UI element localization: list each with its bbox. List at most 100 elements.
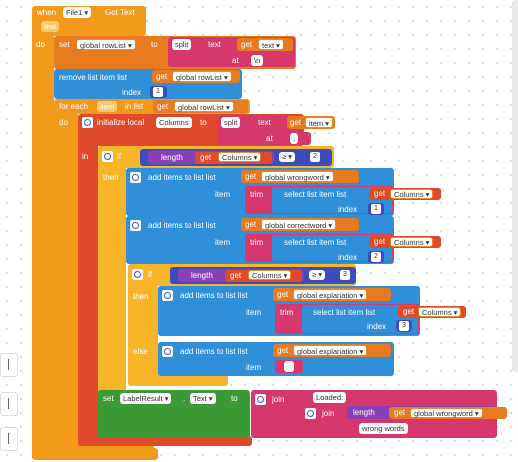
- get-label: get: [374, 189, 386, 198]
- wrong-words-string[interactable]: wrong words: [359, 423, 408, 434]
- mutator-gear-icon[interactable]: [305, 408, 316, 419]
- side-panel-handle[interactable]: [0, 392, 18, 416]
- split-dropdown[interactable]: split: [221, 117, 241, 128]
- get-variable-dropdown[interactable]: global wrongword ▾: [261, 171, 334, 182]
- in-list-label: in list: [125, 102, 144, 111]
- get-label: get: [403, 307, 415, 316]
- mutator-gear-icon[interactable]: [130, 172, 141, 183]
- property-dropdown[interactable]: Text ▾: [190, 393, 216, 404]
- item-label: item: [246, 363, 262, 372]
- loop-variable-name[interactable]: item: [97, 101, 118, 112]
- variable-dropdown[interactable]: global rowList ▾: [76, 39, 136, 50]
- get-label: get: [156, 72, 168, 81]
- index-label: index: [338, 253, 358, 262]
- to-label: to: [231, 394, 238, 403]
- trim-label: trim: [280, 308, 294, 317]
- if-label: if: [117, 152, 121, 161]
- mutator-gear-icon[interactable]: [132, 269, 143, 280]
- get-variable-dropdown[interactable]: global wrongword ▾: [410, 408, 483, 418]
- split-dropdown[interactable]: split: [172, 39, 192, 50]
- get-label: get: [157, 102, 169, 111]
- separator-string[interactable]: ,: [290, 133, 299, 144]
- get-variable-dropdown[interactable]: global explanation ▾: [293, 345, 368, 356]
- event-name: Got Text: [105, 8, 135, 17]
- set-label: set: [103, 394, 114, 403]
- get-variable-dropdown[interactable]: Columns ▾: [390, 237, 434, 247]
- do-label: do: [36, 40, 45, 49]
- get-variable-dropdown[interactable]: Columns ▾: [418, 307, 462, 317]
- index-label: index: [367, 322, 387, 331]
- for-each-label: for each: [59, 102, 88, 111]
- to-label: to: [200, 118, 207, 127]
- add-items-label: add items to list list: [148, 221, 216, 230]
- get-label: get: [245, 220, 257, 229]
- add-items-label: add items to list list: [148, 173, 216, 182]
- if-else-body-bar: [128, 282, 158, 386]
- mutator-gear-icon[interactable]: [82, 117, 93, 128]
- separator-string[interactable]: \n: [251, 55, 264, 66]
- compare-number[interactable]: 2: [310, 152, 320, 162]
- item-label: item: [246, 308, 262, 317]
- set-label: set: [59, 40, 70, 49]
- get-variable-dropdown[interactable]: item ▾: [305, 117, 334, 128]
- loaded-string[interactable]: Loaded:: [313, 392, 347, 403]
- operator-dropdown[interactable]: ≥ ▾: [279, 152, 295, 162]
- get-variable-dropdown[interactable]: global rowList ▾: [174, 101, 234, 112]
- text-label: text: [208, 40, 221, 49]
- empty-string[interactable]: [284, 361, 294, 372]
- add-items-label: add items to list list: [180, 291, 248, 300]
- for-each-body-bar: [54, 110, 78, 450]
- when-label: when: [37, 8, 57, 17]
- component-dropdown[interactable]: File1 ▾: [63, 7, 92, 18]
- index-number[interactable]: 1: [153, 87, 163, 97]
- dot-separator: .: [183, 394, 186, 403]
- event-block-footer: [32, 448, 158, 460]
- if-else-footer: [128, 374, 228, 386]
- initialize-local-body-bar: [78, 140, 98, 446]
- get-variable-dropdown[interactable]: Columns ▾: [248, 270, 292, 280]
- mutator-gear-icon[interactable]: [162, 290, 173, 301]
- select-list-item-label: select list item list: [284, 238, 347, 247]
- component-dropdown[interactable]: LabelResult ▾: [120, 393, 172, 404]
- scrollbar[interactable]: [512, 0, 518, 372]
- get-variable-dropdown[interactable]: Columns ▾: [218, 152, 262, 162]
- get-label: get: [374, 237, 386, 246]
- index-number[interactable]: 2: [371, 252, 381, 262]
- mutator-gear-icon[interactable]: [130, 220, 141, 231]
- get-variable-dropdown[interactable]: text ▾: [258, 39, 284, 50]
- get-label: get: [245, 172, 257, 181]
- then-label: then: [103, 173, 119, 182]
- get-variable-dropdown[interactable]: global correctword ▾: [261, 219, 337, 230]
- remove-list-item-label: remove list item list: [59, 73, 128, 82]
- side-panel-handle[interactable]: [0, 353, 18, 377]
- get-label: get: [277, 346, 289, 355]
- trim-label: trim: [250, 190, 264, 199]
- if-label: if: [148, 270, 152, 279]
- to-label: to: [151, 40, 158, 49]
- get-variable-dropdown[interactable]: global rowList ▾: [172, 71, 232, 82]
- get-label: get: [230, 271, 242, 280]
- get-label: get: [200, 153, 212, 162]
- index-number[interactable]: 1: [371, 204, 381, 214]
- length-label: length: [353, 408, 375, 417]
- index-number[interactable]: 3: [399, 321, 409, 331]
- at-label: at: [266, 134, 273, 143]
- side-panel-handle[interactable]: [0, 427, 18, 451]
- get-variable-dropdown[interactable]: global explanation ▾: [293, 289, 368, 300]
- event-param[interactable]: text: [41, 21, 60, 32]
- length-label: length: [191, 271, 213, 280]
- add-items-label: add items to list list: [180, 347, 248, 356]
- mutator-gear-icon[interactable]: [102, 151, 113, 162]
- get-label: get: [394, 408, 406, 417]
- mutator-gear-icon[interactable]: [162, 346, 173, 357]
- get-variable-dropdown[interactable]: Columns ▾: [390, 189, 434, 199]
- trim-label: trim: [250, 238, 264, 247]
- length-label: length: [161, 153, 183, 162]
- operator-dropdown[interactable]: ≥ ▾: [309, 270, 325, 280]
- mutator-gear-icon[interactable]: [255, 394, 266, 405]
- select-list-item-label: select list item list: [313, 308, 376, 317]
- else-label: else: [133, 347, 148, 356]
- local-variable-name[interactable]: Columns: [156, 117, 192, 128]
- compare-number[interactable]: 3: [340, 270, 350, 280]
- initialize-local-footer: [78, 436, 252, 446]
